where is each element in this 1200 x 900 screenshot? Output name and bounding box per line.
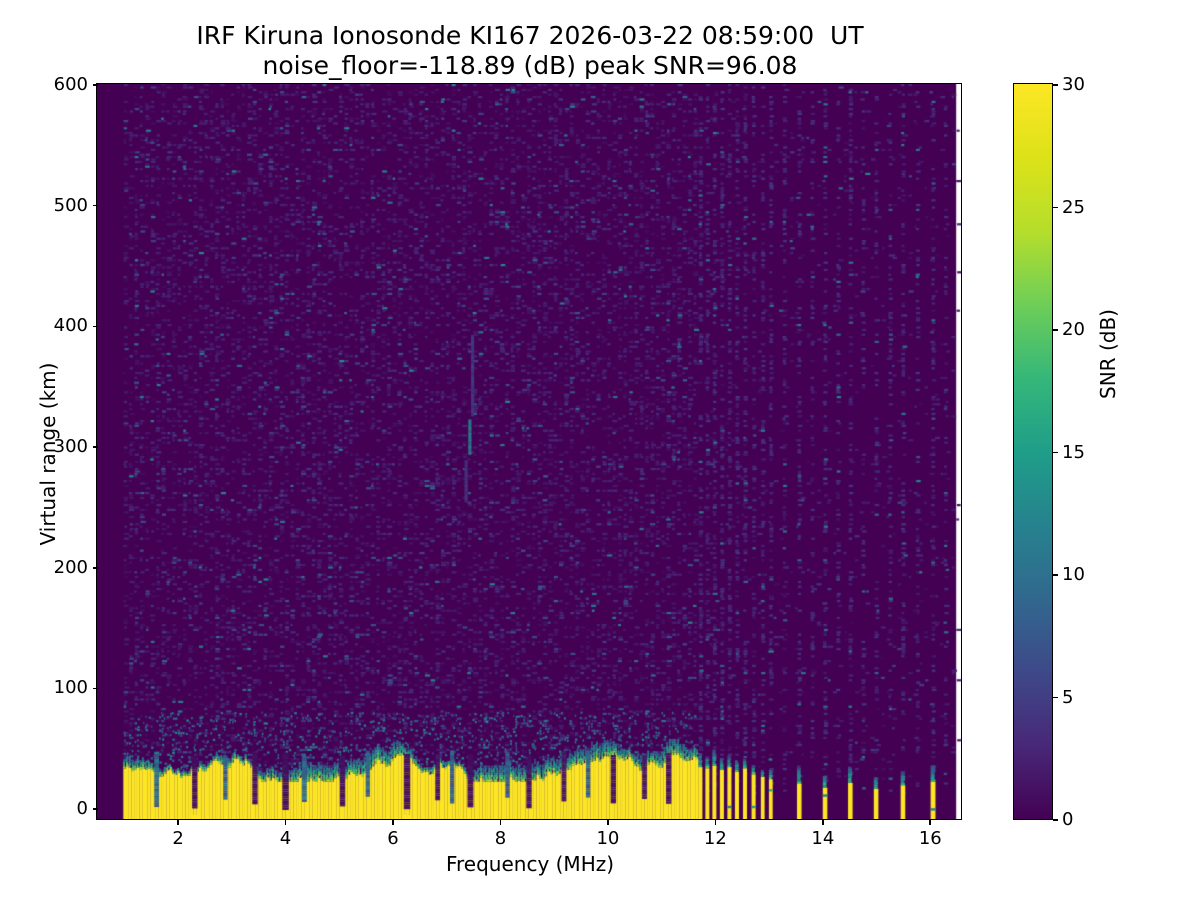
colorbar-tick-mark bbox=[1053, 84, 1058, 86]
x-tick-label: 12 bbox=[703, 828, 727, 849]
ionogram-heatmap-canvas bbox=[97, 84, 962, 820]
x-tick-label: 16 bbox=[918, 828, 942, 849]
colorbar-tick-label: 20 bbox=[1062, 319, 1085, 340]
y-tick-mark bbox=[93, 687, 98, 690]
x-tick-label: 14 bbox=[811, 828, 835, 849]
colorbar bbox=[1013, 83, 1054, 821]
colorbar-tick-mark bbox=[1053, 574, 1058, 576]
x-tick-mark bbox=[822, 820, 824, 825]
x-tick-label: 8 bbox=[494, 828, 507, 849]
x-tick-label: 6 bbox=[387, 828, 399, 849]
y-tick-label: 300 bbox=[53, 436, 88, 458]
y-tick-mark bbox=[93, 204, 98, 207]
colorbar-tick-label: 0 bbox=[1062, 809, 1074, 830]
y-tick-label: 400 bbox=[53, 315, 88, 337]
x-tick-mark bbox=[607, 820, 609, 825]
colorbar-tick-label: 25 bbox=[1062, 196, 1085, 218]
chart-title: IRF Kiruna Ionosonde KI167 2026-03-22 08… bbox=[196, 21, 864, 50]
colorbar-label: SNR (dB) bbox=[1096, 309, 1120, 399]
y-tick-mark bbox=[93, 325, 98, 328]
colorbar-tick-mark bbox=[1053, 819, 1058, 821]
x-tick-mark bbox=[929, 820, 932, 825]
y-tick-label: 0 bbox=[76, 798, 88, 820]
colorbar-tick-label: 30 bbox=[1062, 74, 1085, 95]
y-tick-label: 100 bbox=[53, 677, 88, 699]
colorbar-tick-mark bbox=[1053, 696, 1058, 699]
y-tick-mark bbox=[93, 84, 98, 86]
x-axis-label: Frequency (MHz) bbox=[445, 852, 615, 876]
colorbar-tick-mark bbox=[1053, 451, 1058, 454]
y-tick-mark bbox=[93, 808, 98, 810]
x-tick-mark bbox=[499, 820, 502, 825]
y-tick-label: 600 bbox=[53, 74, 88, 95]
colorbar-tick-label: 5 bbox=[1062, 686, 1074, 708]
y-tick-mark bbox=[93, 566, 98, 569]
plot-area bbox=[96, 83, 963, 821]
x-tick-label: 10 bbox=[596, 828, 620, 849]
colorbar-tick-mark bbox=[1053, 206, 1058, 209]
chart-title-block: IRF Kiruna Ionosonde KI167 2026-03-22 08… bbox=[98, 21, 962, 81]
colorbar-tick-label: 15 bbox=[1062, 441, 1085, 463]
y-tick-mark bbox=[93, 446, 98, 448]
x-tick-label: 2 bbox=[172, 828, 184, 849]
x-tick-label: 4 bbox=[279, 828, 292, 849]
x-tick-mark bbox=[284, 820, 287, 825]
x-tick-mark bbox=[177, 820, 179, 825]
chart-subtitle: noise_floor=-118.89 (dB) peak SNR=96.08 bbox=[262, 51, 798, 80]
y-tick-label: 200 bbox=[53, 556, 88, 578]
y-tick-label: 500 bbox=[53, 194, 88, 216]
x-tick-mark bbox=[392, 820, 394, 825]
colorbar-tick-label: 10 bbox=[1062, 564, 1085, 585]
colorbar-tick-mark bbox=[1053, 329, 1058, 331]
x-tick-mark bbox=[714, 820, 717, 825]
